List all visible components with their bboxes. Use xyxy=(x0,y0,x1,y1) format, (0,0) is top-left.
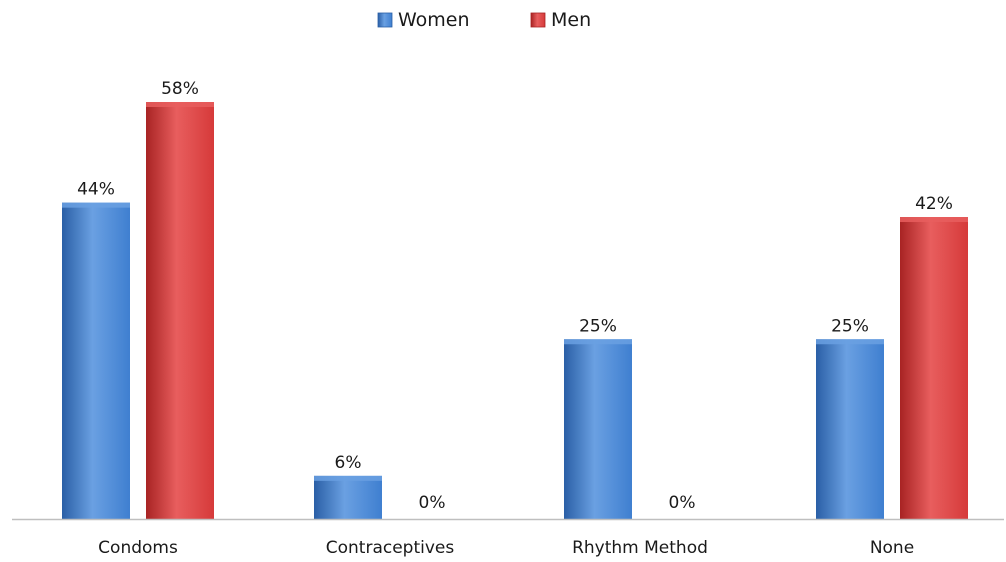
category-labels-group: Condoms Contraceptives Rhythm Method None xyxy=(98,538,914,558)
category-label-condoms: Condoms xyxy=(98,538,178,558)
category-label-none: None xyxy=(870,538,914,558)
bar-cap-women-contraceptives xyxy=(314,475,382,481)
bar-cap-women-none xyxy=(816,339,884,345)
bar-women-condoms xyxy=(62,202,130,520)
category-label-contraceptives: Contraceptives xyxy=(326,538,455,558)
bars-group xyxy=(62,102,968,520)
bar-men-condoms xyxy=(146,102,214,519)
bar-women-contraceptives xyxy=(314,475,382,519)
bar-cap-women-rhythm-method xyxy=(564,339,632,345)
value-label-women-rhythm-method: 25% xyxy=(579,316,617,336)
bar-women-none xyxy=(816,339,884,519)
chart-legend: Women Men xyxy=(377,9,591,31)
bar-cap-men-condoms xyxy=(146,102,214,107)
value-label-men-rhythm-method: 0% xyxy=(669,493,696,513)
bar-cap-women-condoms xyxy=(62,202,130,208)
value-label-men-contraceptives: 0% xyxy=(419,493,446,513)
value-label-men-condoms: 58% xyxy=(161,79,199,99)
value-labels-group: 44% 58% 6% 0% 25% 0% 25% 42% xyxy=(77,79,953,513)
legend-label-women: Women xyxy=(398,9,470,31)
value-label-women-condoms: 44% xyxy=(77,180,115,200)
category-label-rhythm-method: Rhythm Method xyxy=(572,538,708,558)
legend-swatch-women xyxy=(377,12,393,28)
bar-men-none xyxy=(900,217,968,519)
value-label-men-none: 42% xyxy=(915,194,953,214)
value-label-women-contraceptives: 6% xyxy=(335,453,362,473)
legend-swatch-men xyxy=(530,12,546,28)
bar-cap-men-none xyxy=(900,217,968,223)
value-label-women-none: 25% xyxy=(831,316,869,336)
legend-label-men: Men xyxy=(551,9,591,31)
bar-women-rhythm-method xyxy=(564,339,632,519)
